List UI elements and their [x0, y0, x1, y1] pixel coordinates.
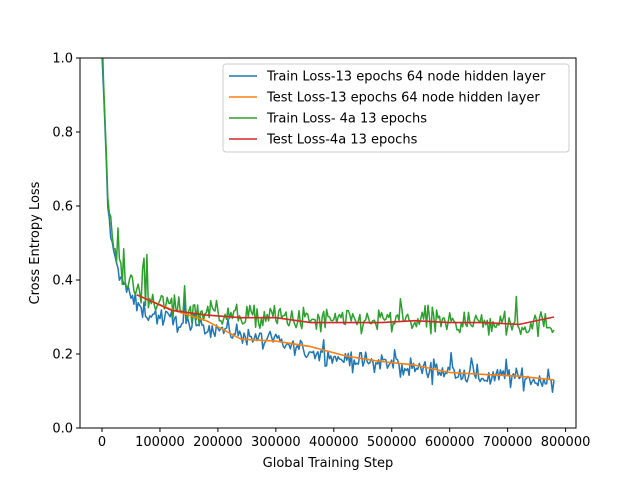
series-line-4 — [136, 294, 555, 326]
x-tick-label: 700000 — [483, 435, 533, 450]
series-line-2 — [136, 294, 555, 381]
y-tick-label: 1.0 — [52, 52, 73, 67]
legend-entry-label: Train Loss- 4a 13 epochs — [266, 112, 427, 127]
x-tick-label: 400000 — [309, 435, 359, 450]
legend-entry-label: Test Loss-4a 13 epochs — [266, 133, 418, 148]
x-tick-label: 800000 — [541, 435, 591, 450]
legend-entry-label: Test Loss-13 epochs 64 node hidden layer — [266, 91, 540, 106]
y-tick-label: 0.4 — [52, 274, 73, 289]
x-tick-label: 300000 — [251, 435, 301, 450]
y-tick-label: 0.6 — [52, 200, 73, 215]
x-tick-label: 200000 — [193, 435, 243, 450]
y-axis: 0.0 0.2 0.4 0.6 0.8 1.0 — [52, 52, 80, 437]
x-axis: 0 100000 200000 300000 400000 500000 600000 700… — [98, 428, 591, 450]
x-tick-label: 100000 — [135, 435, 185, 450]
y-tick-label: 0.8 — [52, 126, 73, 141]
x-tick-label: 0 — [98, 435, 106, 450]
plot-layer — [101, 58, 555, 393]
x-tick-label: 500000 — [367, 435, 417, 450]
legend: Train Loss-13 epochs 64 node hidden laye… — [222, 63, 570, 153]
axes-frame — [79, 57, 577, 429]
legend-entry-label: Train Loss-13 epochs 64 node hidden laye… — [266, 70, 546, 85]
x-tick-label: 600000 — [425, 435, 475, 450]
legend-box — [222, 63, 570, 153]
y-tick-label: 0.2 — [52, 348, 73, 363]
y-axis-label: Cross Entropy Loss — [28, 181, 43, 304]
y-tick-label: 0.0 — [52, 422, 73, 437]
x-axis-label: Global Training Step — [263, 456, 394, 471]
